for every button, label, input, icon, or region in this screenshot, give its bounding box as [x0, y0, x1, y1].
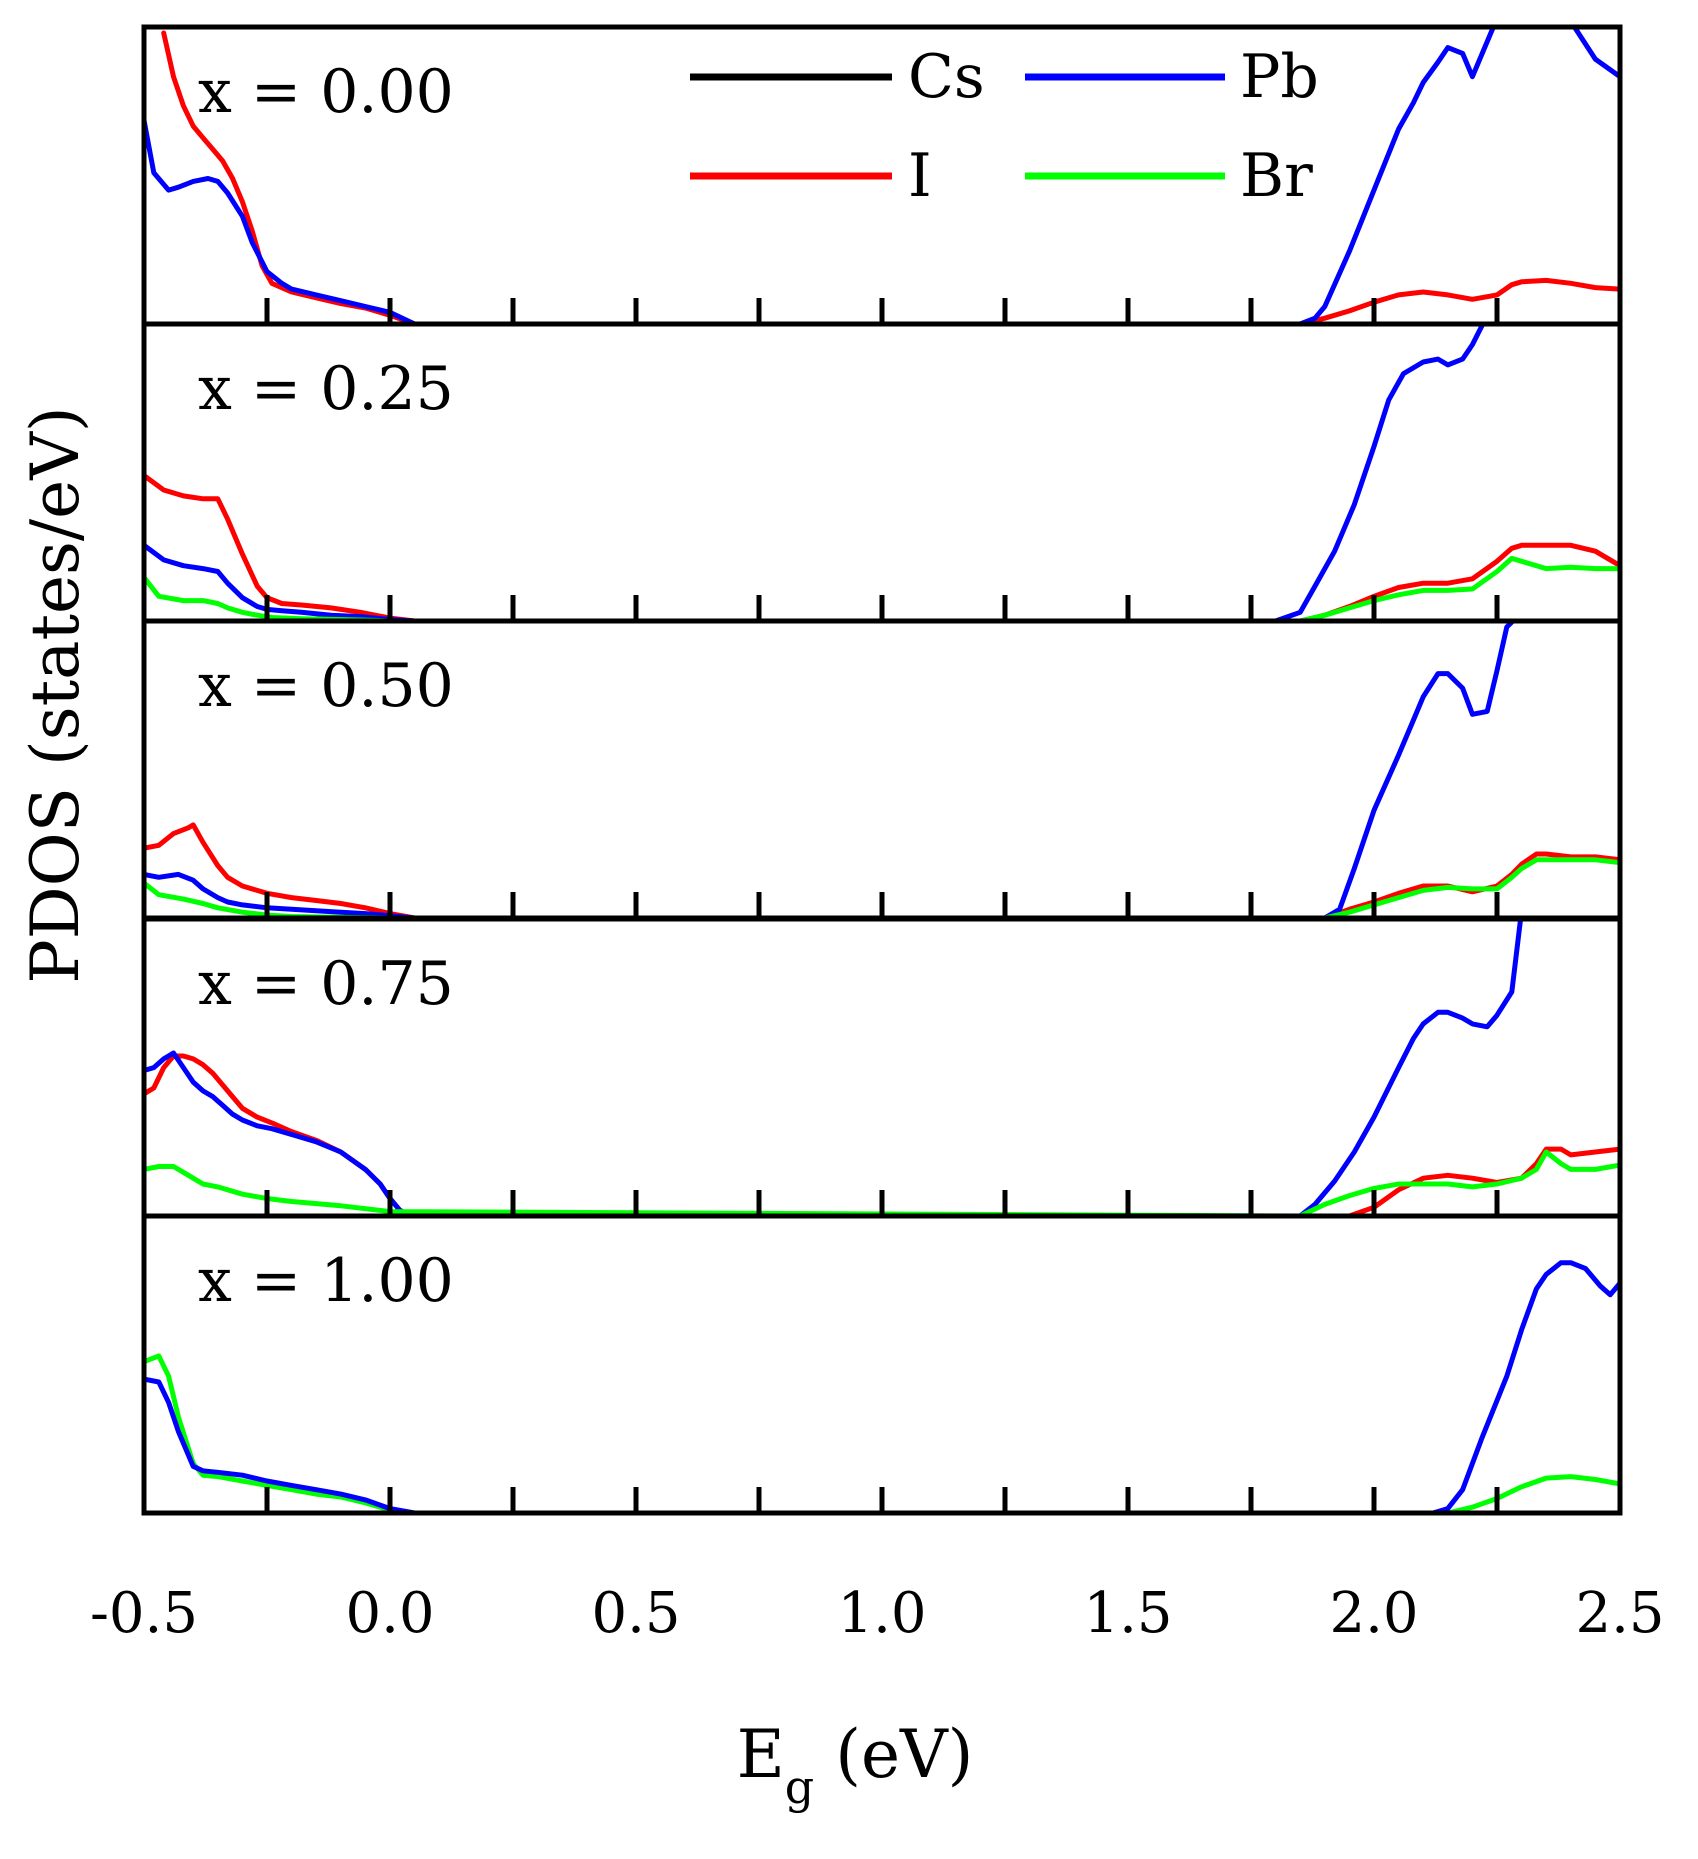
- x-tick-label: 1.0: [837, 1581, 926, 1646]
- x-tick-label: 2.5: [1575, 1581, 1664, 1646]
- x-tick-label: 1.5: [1083, 1581, 1172, 1646]
- panel-2: x = 0.50: [141, 618, 1623, 921]
- y-axis-title: PDOS (states/eV): [17, 406, 94, 983]
- series-line-br-panel-4: [144, 1353, 1620, 1513]
- x-axis-title-main: E: [737, 1716, 785, 1793]
- x-axis: -0.5 0.0 0.5 1.0 1.5 2.0 2.5: [90, 1581, 1665, 1646]
- series-line-pb-panel-1: [144, 324, 1486, 621]
- series-line-pb-panel-4: [144, 1260, 1620, 1513]
- legend-label-br: Br: [1240, 141, 1313, 211]
- panel-0: x = 0.00: [141, 24, 1623, 327]
- x-axis-title-sub: g: [785, 1760, 814, 1814]
- series-line-i-panel-2: [144, 822, 1620, 918]
- legend-label-pb: Pb: [1240, 42, 1319, 112]
- panel-3-ticks: [141, 1190, 1623, 1216]
- panel-label: x = 0.00: [198, 57, 454, 127]
- x-tick-label: 0.5: [591, 1581, 680, 1646]
- x-tick-label: -0.5: [90, 1581, 198, 1646]
- x-axis-title-unit: (eV): [814, 1716, 973, 1793]
- panel-label: x = 0.25: [198, 354, 454, 424]
- x-axis-title: Eg (eV): [737, 1716, 974, 1814]
- series-line-pb-panel-0: [144, 27, 1620, 324]
- series-line-pb-panel-2: [144, 621, 1517, 918]
- panel-label: x = 1.00: [198, 1246, 454, 1316]
- panel-4-series: [144, 1260, 1620, 1513]
- panel-3: x = 0.75: [141, 916, 1623, 1219]
- legend-label-cs: Cs: [908, 42, 985, 112]
- legend: Cs Pb I Br: [690, 42, 1319, 211]
- panel-0-ticks: [141, 298, 1623, 324]
- panels-layer: x = 0.00 x = 0.25 x = 0.50 x = 0.75 x = 1.00: [141, 24, 1623, 1516]
- panel-1-series: [144, 324, 1620, 621]
- panel-label: x = 0.50: [198, 651, 454, 721]
- series-line-br-panel-3: [144, 1149, 1620, 1216]
- x-tick-label: 0.0: [345, 1581, 434, 1646]
- series-line-i-panel-1: [144, 473, 1620, 621]
- panel-4-frame: [141, 1213, 1623, 1516]
- panel-1: x = 0.25: [141, 321, 1623, 624]
- panel-4: x = 1.00: [141, 1213, 1623, 1516]
- panel-4-ticks: [141, 1487, 1623, 1513]
- series-line-br-panel-1: [144, 555, 1620, 621]
- legend-label-i: I: [908, 141, 932, 211]
- panel-label: x = 0.75: [198, 949, 454, 1019]
- x-tick-label: 2.0: [1329, 1581, 1418, 1646]
